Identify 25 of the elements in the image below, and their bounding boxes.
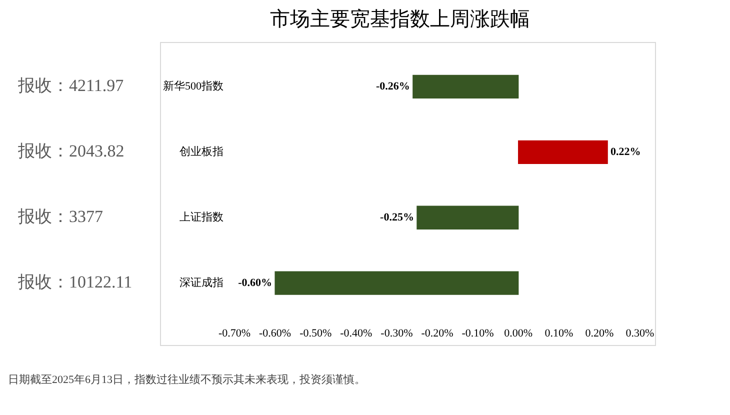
x-tick-label: -0.70%	[218, 327, 251, 340]
text: 日期截至2025年6月13日，指数过往业绩不预示其未来表现，投资须谨慎。	[8, 372, 366, 386]
text: 报收：3377	[17, 207, 104, 226]
x-tick-label: 0.00%	[504, 327, 533, 340]
x-tick-label: -0.30%	[380, 327, 413, 340]
x-tick-label: -0.60%	[259, 327, 292, 340]
text: 报收：4211.97	[17, 76, 124, 96]
data-label: -0.25%	[380, 211, 414, 224]
y-tick-label: 深证成指	[180, 276, 224, 289]
x-tick-label: -0.10%	[462, 327, 494, 340]
x-tick-label: -0.40%	[340, 327, 372, 340]
chart-title: 市场主要宽基指数上周涨跌幅	[270, 7, 530, 30]
y-tick-label: 上证指数	[180, 210, 224, 224]
text: 报收：2043.82	[17, 142, 124, 161]
x-tick-label: 0.10%	[544, 327, 574, 340]
data-label: -0.60%	[238, 276, 272, 289]
data-label: 0.22%	[610, 146, 641, 158]
x-tick-label: -0.50%	[300, 327, 332, 340]
x-tick-label: 0.30%	[626, 327, 654, 340]
x-tick-label: -0.20%	[421, 327, 454, 340]
y-tick-label: 创业板指	[180, 145, 224, 158]
x-tick-label: 0.20%	[585, 327, 614, 340]
y-tick-label: 新华500指数	[163, 80, 224, 93]
data-label: -0.26%	[376, 80, 410, 93]
text: 报收：10122.11	[17, 272, 132, 292]
